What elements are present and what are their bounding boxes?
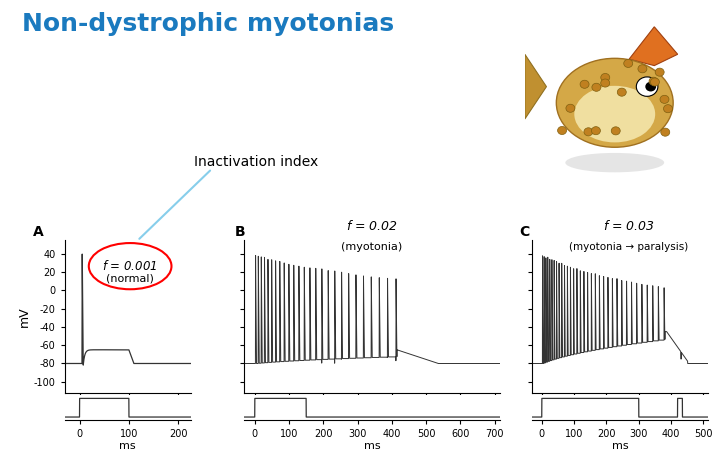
Circle shape — [626, 109, 636, 116]
Circle shape — [564, 92, 572, 100]
Circle shape — [582, 93, 591, 101]
Polygon shape — [629, 27, 677, 66]
Text: (myotonia): (myotonia) — [342, 242, 403, 252]
Circle shape — [657, 97, 666, 106]
Circle shape — [636, 77, 658, 97]
Text: B: B — [234, 225, 245, 239]
Circle shape — [596, 95, 605, 103]
Ellipse shape — [574, 86, 655, 142]
Y-axis label: mV: mV — [18, 306, 31, 327]
Circle shape — [580, 88, 590, 96]
Circle shape — [660, 127, 669, 135]
Circle shape — [638, 114, 647, 122]
Circle shape — [574, 112, 584, 120]
Text: A: A — [33, 225, 44, 239]
Circle shape — [568, 81, 577, 90]
Text: $f$ = 0.02: $f$ = 0.02 — [346, 219, 398, 233]
X-axis label: ms: ms — [612, 441, 628, 451]
Text: Non-dystrophic myotonias: Non-dystrophic myotonias — [22, 12, 394, 36]
Circle shape — [589, 118, 598, 126]
Circle shape — [661, 116, 671, 123]
Circle shape — [641, 105, 650, 113]
Circle shape — [558, 76, 567, 84]
Circle shape — [577, 114, 587, 122]
Text: $f$ = 0.03: $f$ = 0.03 — [603, 219, 655, 233]
Text: $f$ = 0.001: $f$ = 0.001 — [103, 259, 157, 273]
Circle shape — [636, 128, 646, 136]
Ellipse shape — [557, 58, 673, 147]
X-axis label: ms: ms — [364, 441, 380, 451]
Ellipse shape — [565, 153, 664, 172]
Circle shape — [645, 82, 656, 91]
Text: (normal): (normal) — [106, 274, 154, 284]
Polygon shape — [525, 55, 546, 119]
Text: C: C — [520, 225, 530, 239]
Circle shape — [571, 117, 580, 125]
Text: (myotonia → paralysis): (myotonia → paralysis) — [569, 242, 689, 252]
Text: Inactivation index: Inactivation index — [194, 155, 319, 169]
X-axis label: ms: ms — [119, 441, 136, 451]
Circle shape — [656, 128, 665, 136]
